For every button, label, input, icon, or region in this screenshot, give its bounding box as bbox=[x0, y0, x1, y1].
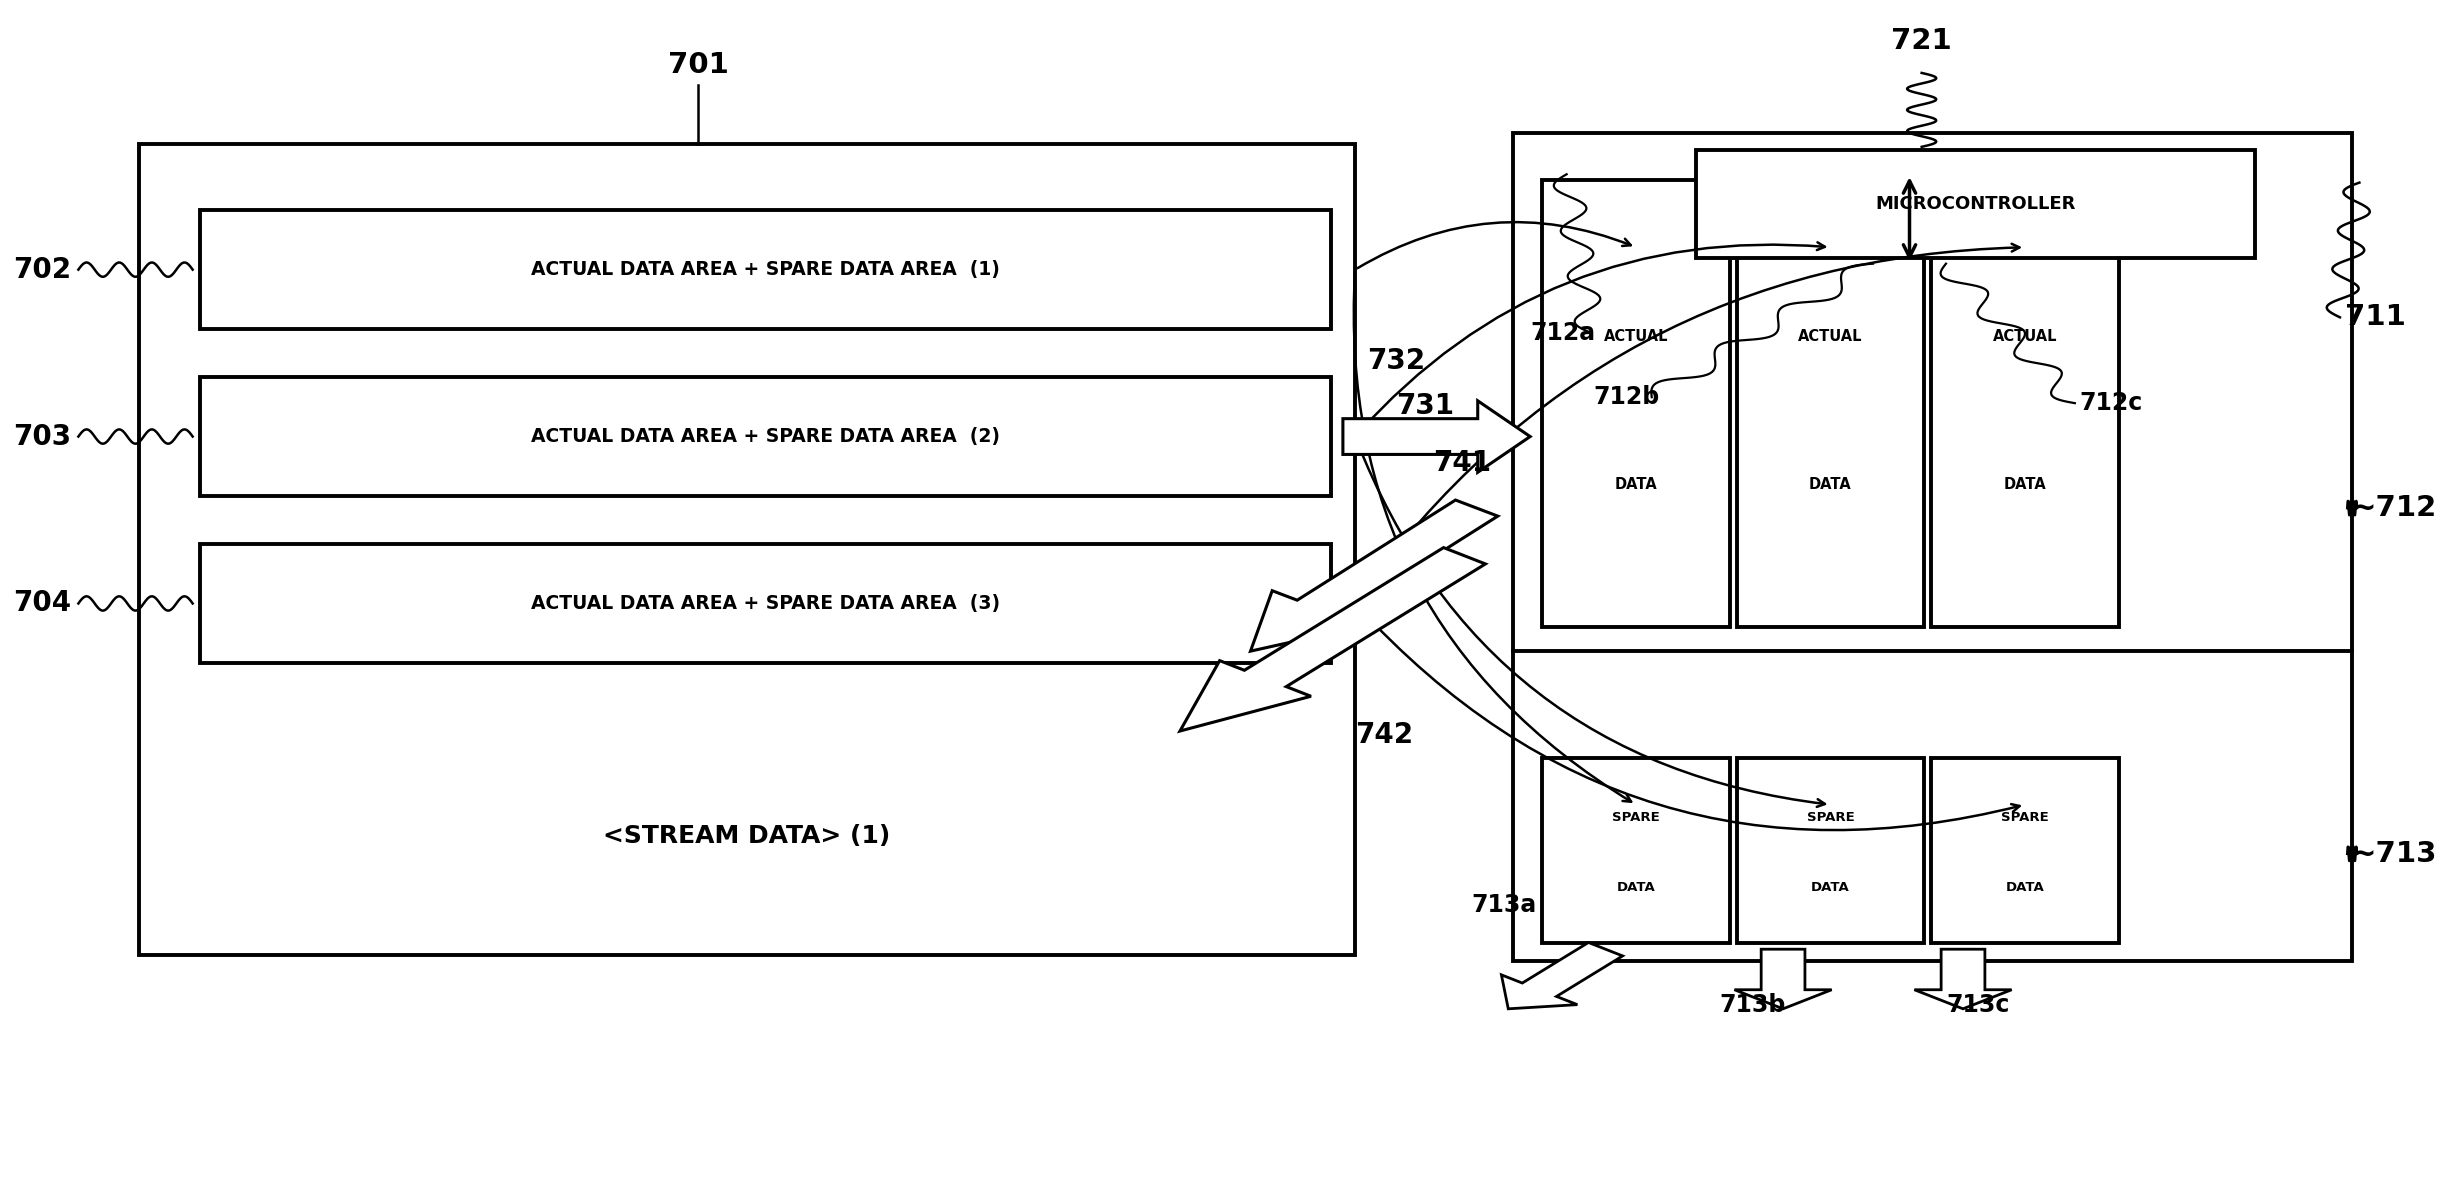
Bar bbox=[199, 210, 1331, 330]
Text: ~713: ~713 bbox=[2352, 840, 2438, 868]
Text: 742: 742 bbox=[1355, 721, 1412, 748]
Text: ACTUAL DATA AREA + SPARE DATA AREA  (1): ACTUAL DATA AREA + SPARE DATA AREA (1) bbox=[531, 261, 999, 280]
Text: 701: 701 bbox=[669, 51, 728, 79]
Bar bbox=[1931, 759, 2118, 943]
Text: 712a: 712a bbox=[1530, 320, 1594, 345]
Text: 703: 703 bbox=[12, 423, 71, 451]
Text: 713a: 713a bbox=[1471, 893, 1538, 917]
Text: DATA: DATA bbox=[1614, 477, 1658, 491]
Text: 712c: 712c bbox=[2079, 391, 2143, 415]
Bar bbox=[140, 145, 1355, 955]
Bar bbox=[1542, 759, 1729, 943]
Text: DATA: DATA bbox=[2005, 881, 2044, 894]
Text: 741: 741 bbox=[1432, 449, 1491, 477]
Text: 711: 711 bbox=[2344, 304, 2406, 331]
Text: ACTUAL DATA AREA + SPARE DATA AREA  (3): ACTUAL DATA AREA + SPARE DATA AREA (3) bbox=[531, 594, 999, 613]
Text: 731: 731 bbox=[1397, 392, 1454, 419]
Bar bbox=[1737, 759, 1924, 943]
Text: 713b: 713b bbox=[1720, 993, 1786, 1017]
Polygon shape bbox=[1501, 943, 1624, 1009]
Polygon shape bbox=[1734, 949, 1833, 1009]
Text: 704: 704 bbox=[12, 589, 71, 618]
Bar bbox=[1931, 180, 2118, 627]
Polygon shape bbox=[1343, 400, 1530, 472]
Polygon shape bbox=[1914, 949, 2012, 1009]
Text: ACTUAL: ACTUAL bbox=[1798, 329, 1862, 344]
Text: SPARE: SPARE bbox=[2000, 811, 2049, 825]
Text: <STREAM DATA> (1): <STREAM DATA> (1) bbox=[603, 823, 891, 848]
Text: SPARE: SPARE bbox=[1611, 811, 1660, 825]
Text: DATA: DATA bbox=[1808, 477, 1852, 491]
Text: DATA: DATA bbox=[1616, 881, 1656, 894]
Text: ACTUAL DATA AREA + SPARE DATA AREA  (2): ACTUAL DATA AREA + SPARE DATA AREA (2) bbox=[531, 427, 999, 446]
Text: 713c: 713c bbox=[1946, 993, 2010, 1017]
Text: ACTUAL: ACTUAL bbox=[1604, 329, 1668, 344]
Text: SPARE: SPARE bbox=[1806, 811, 1855, 825]
Text: ~712: ~712 bbox=[2352, 494, 2438, 522]
Bar bbox=[1695, 151, 2256, 258]
Polygon shape bbox=[1181, 547, 1486, 731]
Text: 732: 732 bbox=[1368, 348, 1424, 375]
Text: 721: 721 bbox=[1892, 27, 1953, 55]
Text: MICROCONTROLLER: MICROCONTROLLER bbox=[1875, 195, 2076, 213]
Bar bbox=[1513, 133, 2352, 961]
Bar bbox=[1542, 180, 1729, 627]
Text: 702: 702 bbox=[12, 256, 71, 283]
Bar bbox=[1737, 180, 1924, 627]
Bar bbox=[199, 544, 1331, 663]
Text: ACTUAL: ACTUAL bbox=[1993, 329, 2057, 344]
Text: DATA: DATA bbox=[1811, 881, 1850, 894]
Text: 712b: 712b bbox=[1594, 385, 1661, 409]
Text: DATA: DATA bbox=[2002, 477, 2047, 491]
Polygon shape bbox=[1250, 500, 1498, 651]
Bar bbox=[199, 376, 1331, 496]
